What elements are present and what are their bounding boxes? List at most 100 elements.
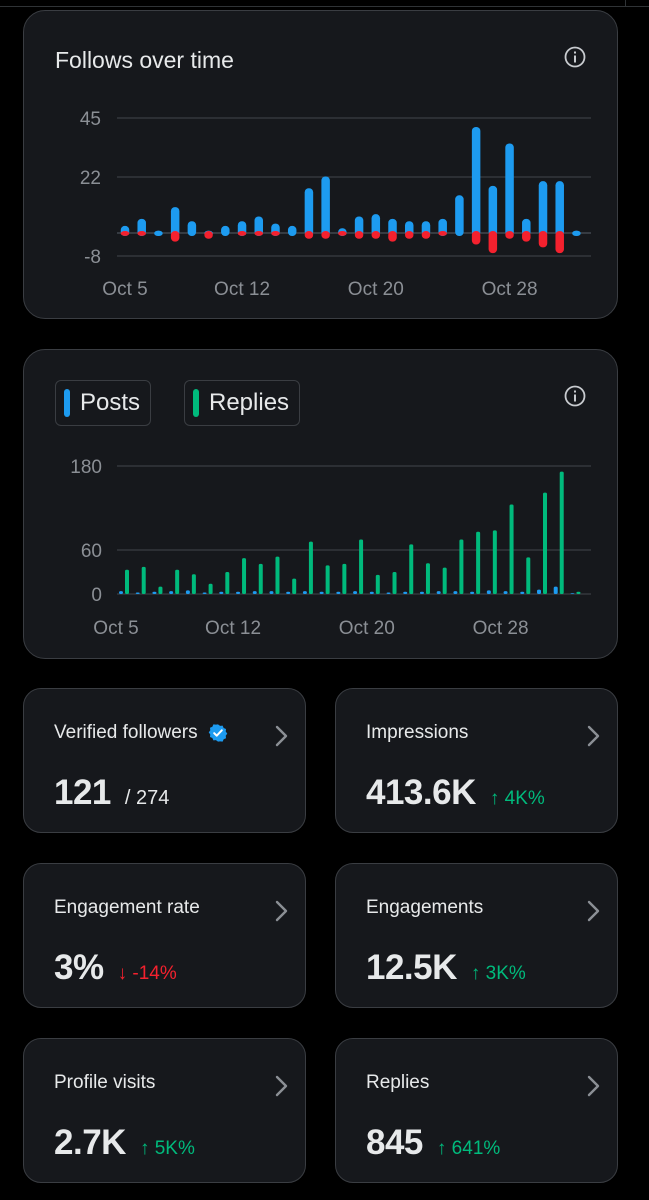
follows-gained-bar bbox=[354, 216, 364, 236]
follows-chart-title: Follows over time bbox=[55, 47, 234, 73]
y-tick-label: -8 bbox=[84, 247, 101, 268]
replies-bar bbox=[275, 556, 280, 594]
info-icon[interactable] bbox=[563, 45, 587, 69]
follows-lost-bar bbox=[421, 231, 431, 239]
posts-bar bbox=[135, 592, 140, 594]
follows-gained-bar bbox=[321, 176, 330, 236]
stat-delta: ↑ 5K% bbox=[139, 1138, 195, 1159]
posts-bar bbox=[336, 591, 341, 594]
posts-bar bbox=[119, 591, 123, 594]
follows-gained-bar bbox=[287, 225, 297, 236]
legend-posts-toggle[interactable]: Posts bbox=[55, 380, 152, 426]
stat-title-text: Impressions bbox=[366, 722, 469, 743]
y-tick-label: 45 bbox=[80, 109, 101, 130]
y-tick-label: 22 bbox=[80, 168, 101, 189]
stat-title: Verified followers bbox=[54, 722, 228, 744]
replies-bar bbox=[409, 544, 414, 594]
replies-bar bbox=[258, 563, 263, 594]
replies-bar bbox=[559, 471, 564, 594]
posts-bar bbox=[419, 591, 424, 594]
follows-lost-bar bbox=[354, 231, 364, 239]
stat-delta: ↓ -14% bbox=[117, 963, 177, 984]
x-tick-label: Oct 12 bbox=[214, 279, 270, 300]
stat-value: 12.5K bbox=[366, 948, 457, 987]
chevron-right-icon bbox=[587, 725, 600, 747]
stat-value: 3% bbox=[54, 948, 104, 987]
posts-bar bbox=[537, 589, 541, 594]
replies-bar bbox=[576, 591, 581, 594]
posts-bar bbox=[269, 591, 274, 594]
stat-delta: ↑ 641% bbox=[436, 1138, 501, 1159]
follows-gained-bar bbox=[488, 185, 498, 236]
stat-title-text: Profile visits bbox=[54, 1072, 156, 1093]
follows-gained-bar bbox=[538, 181, 548, 236]
follows-lost-bar bbox=[321, 231, 330, 239]
chevron-right-icon bbox=[275, 1075, 288, 1097]
stat-card-engagements[interactable]: Engagements 12.5K ↑ 3K% bbox=[335, 863, 618, 1008]
stat-value: 845 bbox=[366, 1123, 423, 1162]
legend-replies-toggle[interactable]: Replies bbox=[184, 380, 301, 426]
stat-value-row: 413.6K ↑ 4K% bbox=[366, 773, 545, 813]
x-tick-label: Oct 5 bbox=[93, 618, 138, 639]
replies-bar bbox=[509, 504, 514, 594]
stat-card-profile-visits[interactable]: Profile visits 2.7K ↑ 5K% bbox=[23, 1038, 306, 1183]
stat-card-engagement-rate[interactable]: Engagement rate 3% ↓ -14% bbox=[23, 863, 306, 1008]
legend-replies-swatch bbox=[193, 389, 199, 417]
posts-bar bbox=[403, 591, 408, 594]
posts-bar bbox=[570, 593, 575, 594]
replies-bar bbox=[141, 566, 146, 594]
follows-gained-bar bbox=[154, 230, 163, 236]
posts-replies-bar-chart: 180 60 0 Oct 5 Oct 12 Oct 20 Oct 28 bbox=[70, 457, 591, 639]
stat-title-text: Engagements bbox=[366, 897, 484, 918]
chevron-right-icon bbox=[587, 1075, 600, 1097]
verified-badge-icon bbox=[208, 724, 227, 742]
info-icon[interactable] bbox=[563, 384, 587, 408]
replies-bar bbox=[191, 574, 196, 594]
posts-bar bbox=[386, 592, 391, 594]
y-tick-label: 0 bbox=[91, 585, 102, 606]
chevron-right-icon bbox=[275, 725, 288, 747]
posts-bar bbox=[286, 591, 291, 594]
stat-card-verified-followers[interactable]: Verified followers 121 / 274 bbox=[23, 688, 306, 833]
replies-bar bbox=[442, 567, 447, 594]
y-tick-label: 180 bbox=[70, 457, 102, 478]
replies-bar bbox=[425, 563, 430, 594]
x-tick-label: Oct 5 bbox=[102, 279, 147, 300]
posts-replies-card: Posts Replies 180 60 0 Oct 5 Oct 12 Oct 20 Oct… bbox=[23, 349, 618, 659]
stat-title: Impressions bbox=[366, 722, 468, 744]
replies-bar bbox=[225, 572, 230, 594]
stat-title-text: Engagement rate bbox=[54, 897, 200, 918]
x-tick-label: Oct 20 bbox=[348, 279, 404, 300]
follows-lost-bar bbox=[438, 231, 447, 236]
top-divider bbox=[0, 6, 649, 7]
legend-posts-swatch bbox=[64, 389, 70, 417]
stat-card-replies[interactable]: Replies 845 ↑ 641% bbox=[335, 1038, 618, 1183]
posts-bar bbox=[152, 591, 157, 594]
y-tick-label: 60 bbox=[81, 541, 102, 562]
stat-title: Replies bbox=[366, 1072, 429, 1094]
stat-card-impressions[interactable]: Impressions 413.6K ↑ 4K% bbox=[335, 688, 618, 833]
follows-lost-bar bbox=[338, 231, 347, 236]
posts-bar bbox=[436, 591, 441, 594]
follows-gained-bar bbox=[455, 195, 464, 236]
replies-bar bbox=[392, 572, 397, 594]
follows-lost-bar bbox=[204, 231, 213, 239]
posts-bar bbox=[503, 591, 508, 594]
posts-bar bbox=[486, 590, 491, 594]
follows-lost-bar bbox=[555, 231, 564, 254]
legend-replies-label: Replies bbox=[209, 389, 290, 416]
follows-gained-bar bbox=[505, 143, 514, 236]
follows-gained-bar bbox=[170, 207, 180, 236]
follows-gained-bar bbox=[371, 214, 381, 236]
x-tick-label: Oct 20 bbox=[339, 618, 395, 639]
follows-gained-bar bbox=[555, 181, 564, 236]
replies-bar bbox=[375, 574, 380, 594]
follows-gained-bar bbox=[471, 127, 481, 236]
replies-bar bbox=[158, 586, 163, 594]
follows-lost-bar bbox=[304, 231, 314, 239]
stat-value: 413.6K bbox=[366, 773, 476, 812]
stat-value-row: 12.5K ↑ 3K% bbox=[366, 948, 526, 988]
posts-bar bbox=[185, 590, 190, 594]
posts-bar bbox=[202, 592, 207, 594]
